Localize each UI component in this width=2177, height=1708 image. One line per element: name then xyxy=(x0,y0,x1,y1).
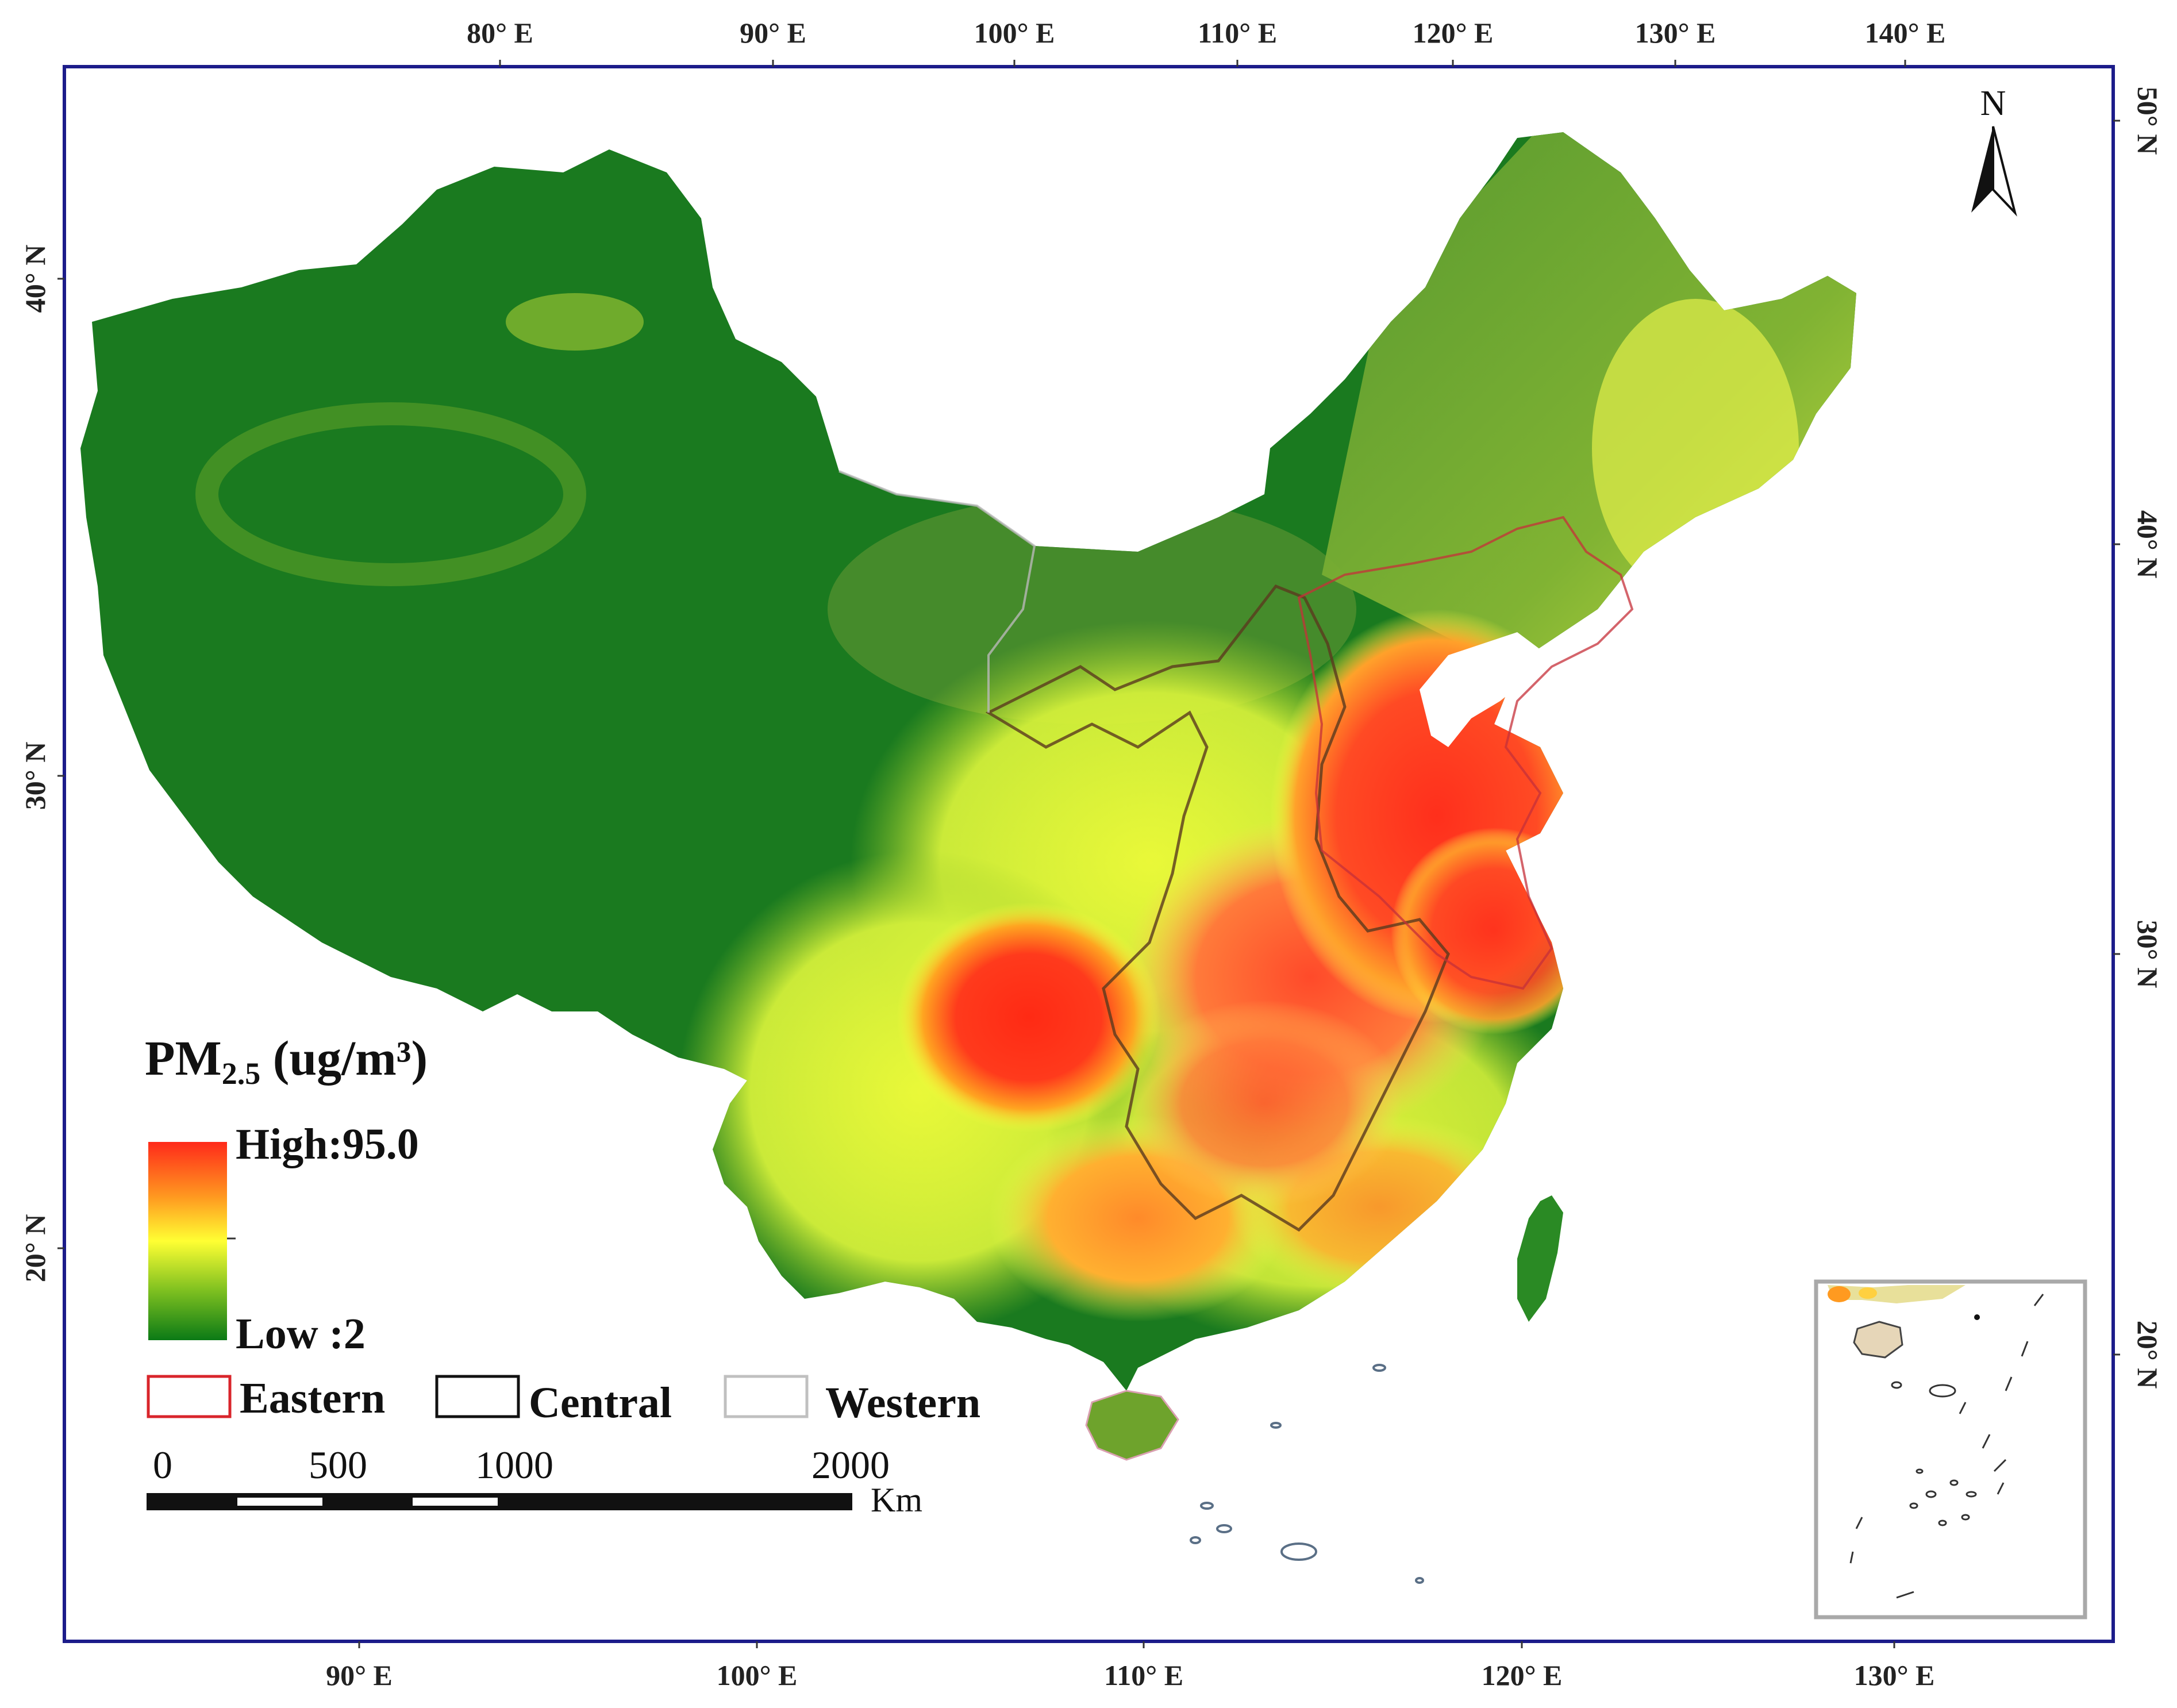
legend-title-main: PM xyxy=(145,1030,222,1086)
south-sea-islets xyxy=(1190,1364,1424,1584)
north-arrow-label: N xyxy=(1980,84,2006,123)
left-latitude-labels: 40° N 30° N 20° N xyxy=(19,245,51,1283)
central-region-boundary xyxy=(985,584,1450,1232)
scale-bar-tick-label: 0 xyxy=(153,1443,172,1487)
legend-western-label: Western xyxy=(825,1379,980,1427)
north-arrow-icon xyxy=(1971,126,2017,217)
scale-bar-tick-label: 1000 xyxy=(475,1443,553,1487)
western-region-boundary xyxy=(839,470,1036,713)
top-tick-label: 140° E xyxy=(1865,17,1946,49)
bottom-tick-label: 120° E xyxy=(1482,1659,1563,1691)
eastern-region-boundary xyxy=(1297,516,1634,990)
north-arrow: N xyxy=(1971,84,2017,217)
legend-high-label: High:95.0 xyxy=(236,1120,419,1168)
right-tick-label: 50° N xyxy=(2132,87,2164,155)
top-tick-label: 100° E xyxy=(974,17,1055,49)
legend-eastern-label: Eastern xyxy=(240,1374,385,1422)
inset-map xyxy=(1814,1279,2087,1619)
legend-eastern-swatch xyxy=(147,1375,232,1418)
scale-bar-tick-label: 2000 xyxy=(811,1443,890,1487)
legend-title-unit: (ug/m³) xyxy=(260,1030,428,1086)
taiwan-island xyxy=(1517,1195,1563,1322)
right-latitude-labels: 50° N 40° N 30° N 20° N xyxy=(2132,87,2164,1389)
hainan-island xyxy=(1085,1390,1179,1461)
legend-title: PM2.5 (ug/m³) xyxy=(145,1030,428,1091)
bottom-tick-label: 130° E xyxy=(1854,1659,1935,1691)
legend-low-label: Low :2 xyxy=(236,1310,366,1358)
top-longitude-labels: 80° E 90° E 100° E 110° E 120° E 130° E … xyxy=(467,17,1945,49)
legend-western-swatch xyxy=(724,1375,809,1418)
left-tick-label: 30° N xyxy=(19,742,51,810)
china-landmass xyxy=(80,132,1856,1391)
left-tick-label: 20° N xyxy=(19,1214,51,1283)
legend-color-ramp xyxy=(148,1142,227,1340)
top-tick-label: 80° E xyxy=(467,17,533,49)
legend-central-swatch xyxy=(435,1375,520,1418)
legend: PM2.5 (ug/m³) High:95.0 Low :2 Eastern C… xyxy=(145,1030,980,1427)
scale-bar-tick-label: 500 xyxy=(309,1443,367,1487)
left-tick-label: 40° N xyxy=(19,245,51,313)
scale-bar-unit: Km xyxy=(871,1481,922,1519)
scale-bar: 0 500 1000 2000 Km xyxy=(147,1443,922,1519)
top-tick-label: 90° E xyxy=(740,17,806,49)
right-tick-label: 20° N xyxy=(2132,1321,2164,1389)
top-tick-label: 120° E xyxy=(1413,17,1494,49)
legend-central-label: Central xyxy=(529,1379,672,1427)
top-tick-label: 110° E xyxy=(1198,17,1277,49)
right-tick-label: 30° N xyxy=(2132,920,2164,988)
map-frame xyxy=(63,65,2115,1643)
right-tick-label: 40° N xyxy=(2132,510,2164,579)
bohai-sea xyxy=(1420,632,1540,747)
top-tick-label: 130° E xyxy=(1635,17,1716,49)
axis-ticks xyxy=(57,60,2120,1648)
bottom-tick-label: 90° E xyxy=(326,1659,393,1691)
legend-title-sub: 2.5 xyxy=(222,1056,261,1091)
bottom-tick-label: 100° E xyxy=(717,1659,798,1691)
bottom-tick-label: 110° E xyxy=(1104,1659,1183,1691)
bottom-longitude-labels: 90° E 100° E 110° E 120° E 130° E xyxy=(326,1659,1934,1691)
